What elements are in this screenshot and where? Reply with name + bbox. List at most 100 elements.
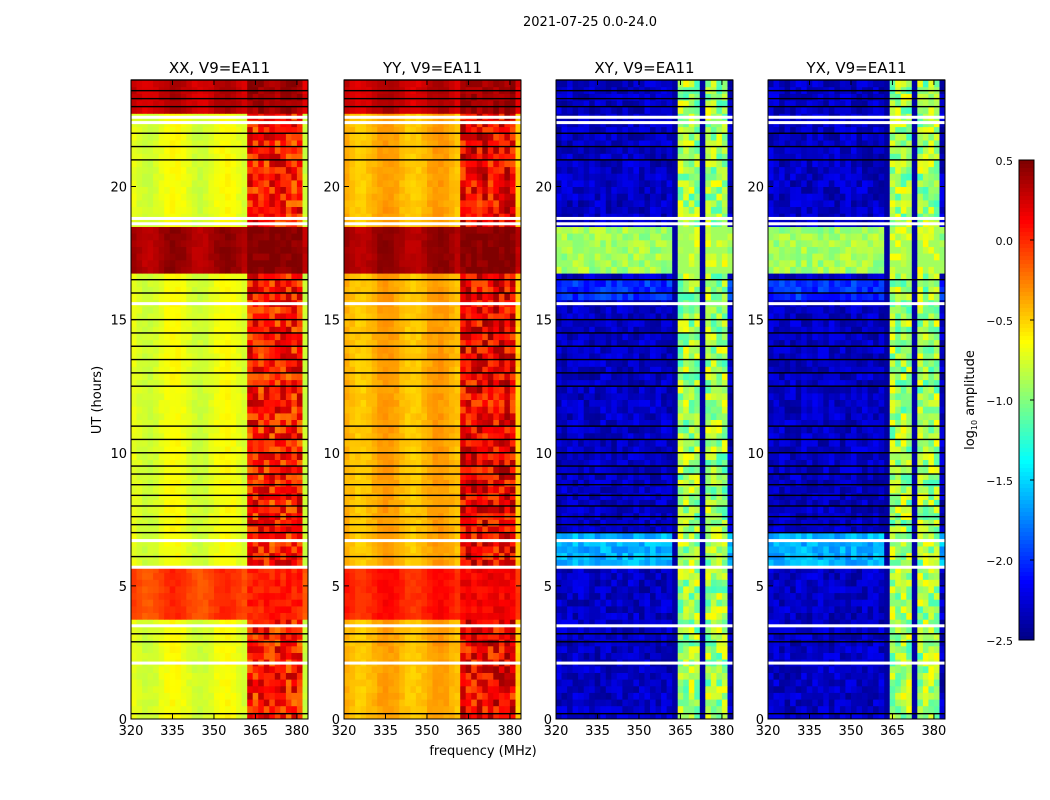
heatmap-cell xyxy=(191,286,198,294)
heatmap-cell xyxy=(263,80,270,88)
heatmap-cell xyxy=(399,406,406,414)
heatmap-cell xyxy=(175,379,182,387)
heatmap-cell xyxy=(438,359,444,367)
heatmap-cell xyxy=(164,466,171,474)
heatmap-cell xyxy=(236,366,243,374)
heatmap-cell xyxy=(241,426,248,434)
heatmap-cell xyxy=(180,459,187,467)
heatmap-cell xyxy=(252,226,259,234)
heatmap-cell xyxy=(449,619,456,627)
heatmap-cell xyxy=(258,293,265,301)
heatmap-cell xyxy=(169,705,176,713)
heatmap-cell xyxy=(252,179,259,187)
heatmap-cell xyxy=(214,466,220,474)
heatmap-cell xyxy=(175,705,182,713)
heatmap-cell xyxy=(219,379,226,387)
heatmap-cell xyxy=(498,399,505,407)
heatmap-cell xyxy=(236,679,243,687)
heatmap-cell xyxy=(263,259,270,267)
heatmap-cell xyxy=(208,100,215,108)
heatmap-cell xyxy=(191,472,198,480)
heatmap-cell xyxy=(225,492,231,500)
heatmap-cell xyxy=(225,253,231,261)
heatmap-cell xyxy=(498,366,505,374)
heatmap-cell xyxy=(263,585,270,594)
heatmap-cell xyxy=(175,126,182,134)
heatmap-cell xyxy=(136,266,143,274)
heatmap-cell xyxy=(285,559,292,567)
heatmap-cell xyxy=(296,399,303,407)
heatmap-cell xyxy=(191,346,198,354)
heatmap-cell xyxy=(454,492,461,500)
heatmap-cell xyxy=(427,705,433,713)
heatmap-cell xyxy=(280,619,287,627)
heatmap-cell xyxy=(274,153,281,161)
heatmap-cell xyxy=(415,359,422,367)
heatmap-cell xyxy=(509,699,516,707)
heatmap-cell xyxy=(360,645,367,653)
heatmap-cell xyxy=(274,166,281,174)
heatmap-cell xyxy=(498,699,505,707)
heatmap-cell xyxy=(258,206,265,214)
heatmap-cell xyxy=(191,712,198,720)
heatmap-cell xyxy=(191,619,198,627)
heatmap-cell xyxy=(504,479,511,487)
heatmap-cell xyxy=(443,392,450,400)
heatmap-cell xyxy=(399,372,406,381)
heatmap-cell xyxy=(449,712,456,720)
heatmap-cell xyxy=(454,519,461,527)
heatmap-cell xyxy=(142,492,149,500)
heatmap-cell xyxy=(291,352,298,361)
heatmap-cell xyxy=(471,372,478,381)
heatmap-cell xyxy=(202,426,209,434)
heatmap-cell xyxy=(214,279,220,287)
heatmap-cell xyxy=(230,699,237,707)
heatmap-cell xyxy=(263,406,270,414)
heatmap-cell xyxy=(515,352,522,361)
heatmap-cell xyxy=(498,406,505,414)
heatmap-cell xyxy=(476,479,483,487)
heatmap-cell xyxy=(142,386,149,394)
heatmap-cell xyxy=(214,386,220,394)
heatmap-cell xyxy=(404,386,411,394)
heatmap-cell xyxy=(186,406,193,414)
heatmap-cell xyxy=(191,293,198,301)
heatmap-cell xyxy=(164,639,171,647)
heatmap-cell xyxy=(427,579,433,587)
heatmap-cell xyxy=(443,712,450,720)
heatmap-cell xyxy=(296,386,303,394)
heatmap-cell xyxy=(465,459,472,467)
heatmap-cell xyxy=(158,592,165,600)
heatmap-cell xyxy=(219,319,226,327)
heatmap-cell xyxy=(175,139,182,148)
heatmap-cell xyxy=(208,619,215,627)
heatmap-cell xyxy=(421,372,428,381)
heatmap-cell xyxy=(296,126,303,134)
x-axis-label: frequency (MHz) xyxy=(429,744,536,759)
heatmap-cell xyxy=(214,486,220,494)
heatmap-cell xyxy=(230,459,237,467)
heatmap-cell xyxy=(355,639,362,647)
heatmap-cell xyxy=(158,166,165,174)
heatmap-cell xyxy=(296,339,303,347)
heatmap-cell xyxy=(454,572,461,580)
heatmap-cell xyxy=(432,526,439,534)
heatmap-cell xyxy=(252,612,259,620)
flagged-row-black xyxy=(131,145,308,148)
heatmap-cell xyxy=(236,492,243,500)
heatmap-cell xyxy=(274,392,281,400)
heatmap-cell xyxy=(191,106,198,114)
heatmap-cell xyxy=(230,639,237,647)
heatmap-cell xyxy=(415,332,422,341)
heatmap-cell xyxy=(219,705,226,713)
heatmap-cell xyxy=(515,532,522,540)
heatmap-cell xyxy=(344,679,350,687)
heatmap-cell xyxy=(382,685,389,693)
heatmap-cell xyxy=(465,619,472,627)
flagged-row-black xyxy=(131,641,308,643)
heatmap-cell xyxy=(158,93,165,101)
heatmap-cell xyxy=(366,332,373,341)
heatmap-cell xyxy=(147,133,154,141)
heatmap-cell xyxy=(202,173,209,181)
heatmap-cell xyxy=(291,139,298,148)
